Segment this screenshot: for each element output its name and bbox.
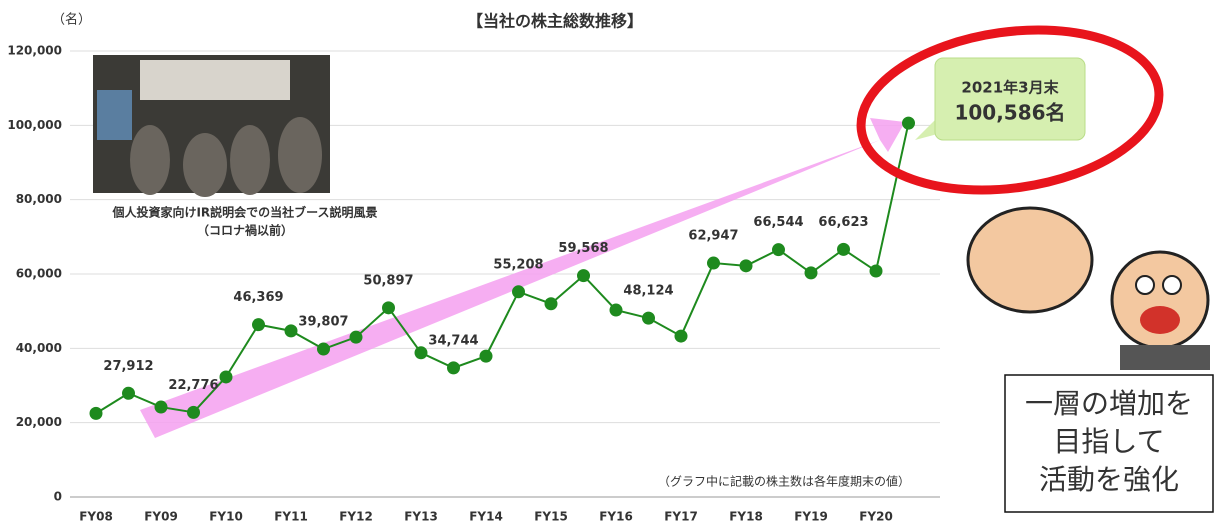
data-point [512, 285, 525, 299]
data-point [902, 116, 915, 130]
photo-screen [97, 90, 132, 140]
data-point [772, 243, 785, 257]
x-tick-label: FY14 [469, 510, 503, 524]
x-tick-label: FY11 [274, 510, 308, 524]
data-label: 50,897 [363, 273, 413, 288]
data-point [869, 264, 883, 278]
data-label: 66,544 [753, 215, 803, 230]
x-tick-label: FY13 [404, 510, 438, 524]
data-point [804, 266, 818, 280]
data-label: 39,807 [298, 315, 348, 330]
y-tick-label: 100,000 [7, 118, 62, 132]
data-point [577, 269, 590, 283]
data-point [609, 303, 623, 317]
data-label: 22,776 [168, 378, 218, 393]
data-point [479, 349, 493, 363]
data-point [219, 370, 233, 384]
highlight-ellipse [856, 25, 1164, 195]
callout-text: 100,586名 [954, 101, 1065, 125]
callout-text: 2021年3月末 [961, 79, 1059, 97]
x-tick-label: FY19 [794, 510, 828, 524]
y-tick-label: 40,000 [16, 341, 62, 355]
data-point [122, 386, 135, 400]
photo-people [130, 117, 322, 197]
slogan: 目指して [1053, 425, 1164, 458]
data-point [317, 342, 330, 356]
data-point [89, 406, 103, 420]
photo-caption: （コロナ禍以前） [197, 223, 293, 238]
data-point [284, 324, 298, 338]
data-point [544, 297, 558, 311]
chart-title: 【当社の株主総数推移】 [467, 12, 643, 31]
data-point [382, 301, 395, 315]
x-tick-label: FY16 [599, 510, 633, 524]
data-point [707, 256, 720, 270]
data-label: 62,947 [688, 229, 738, 244]
data-label: 66,623 [818, 215, 868, 230]
data-point [739, 259, 753, 273]
x-tick-label: FY20 [859, 510, 893, 524]
y-tick-label: 60,000 [16, 267, 62, 281]
data-label: 46,369 [233, 290, 283, 305]
x-tick-label: FY08 [79, 510, 113, 524]
y-tick-label: 80,000 [16, 192, 62, 206]
note: （グラフ中に記載の株主数は各年度期末の値） [658, 474, 910, 489]
data-point [414, 346, 428, 360]
x-tick-label: FY09 [144, 510, 178, 524]
data-label: 27,912 [103, 359, 153, 374]
plot: 27,912 22,776 46,369 39,807 50,897 34,744 55,2… [89, 116, 915, 420]
data-label: 34,744 [428, 333, 478, 348]
mascot [966, 206, 1210, 370]
slogan-box [1004, 374, 1214, 513]
y-tick-label: 120,000 [7, 44, 62, 58]
y-tick-label: 20,000 [16, 415, 62, 429]
data-point [642, 311, 655, 325]
data-point [187, 405, 200, 419]
slogan: 一層の増加を [1025, 387, 1193, 420]
trend-arrow [140, 118, 905, 438]
x-tick-label: FY15 [534, 510, 568, 524]
callout-box [934, 57, 1086, 141]
photo-booth-sign [140, 60, 290, 100]
y-axis-label: （名） [52, 12, 91, 28]
data-point [674, 329, 688, 343]
x-tick-label: FY17 [664, 510, 698, 524]
data-point [349, 330, 363, 344]
x-tick-label: FY18 [729, 510, 763, 524]
photo-caption: 個人投資家向けIR説明会での当社ブース説明風景 [111, 205, 377, 220]
x-tick-label: FY10 [209, 510, 243, 524]
data-point [154, 400, 168, 414]
x-tick-label: FY12 [339, 510, 373, 524]
data-label: 48,124 [623, 284, 673, 299]
data-point [252, 318, 265, 332]
slogan: 活動を強化 [1039, 463, 1179, 496]
data-label: 59,568 [558, 241, 608, 256]
data-point [837, 242, 850, 256]
data-point [447, 361, 460, 375]
y-tick-label: 0 [54, 490, 62, 504]
data-label: 55,208 [493, 257, 543, 272]
